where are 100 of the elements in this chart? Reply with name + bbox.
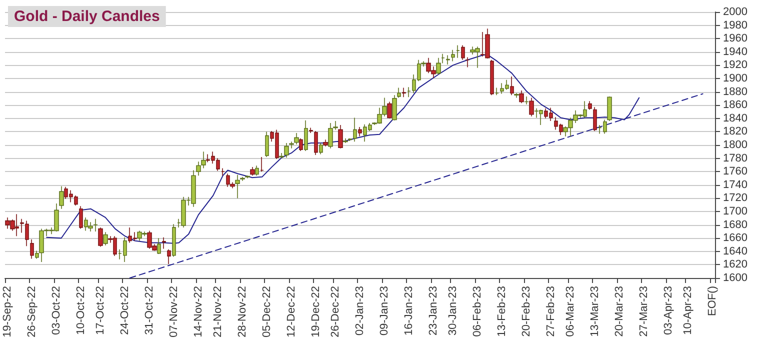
x-tick-label: 10-Apr-23 bbox=[682, 286, 694, 335]
candlestick bbox=[304, 120, 308, 152]
y-tick-label: 2000 bbox=[723, 6, 748, 18]
x-tick-label: 26-Sep-22 bbox=[26, 286, 38, 338]
candlestick bbox=[172, 224, 176, 258]
candlestick bbox=[607, 96, 612, 122]
y-tick-label: 1640 bbox=[723, 245, 748, 258]
x-tick-label: 03-Apr-23 bbox=[662, 286, 674, 335]
x-tick-label: 21-Nov-22 bbox=[212, 286, 224, 338]
candlestick bbox=[358, 126, 362, 137]
y-tick-label: 1860 bbox=[723, 99, 748, 112]
candlestick bbox=[167, 249, 171, 264]
candlestick bbox=[446, 54, 450, 65]
candlestick bbox=[260, 156, 264, 172]
candlestick bbox=[456, 44, 460, 58]
candlestick bbox=[314, 130, 318, 156]
x-tick-label: 17-Oct-22 bbox=[94, 286, 106, 335]
x-tick-label: 12-Dec-22 bbox=[285, 286, 298, 338]
candlestick bbox=[323, 139, 328, 147]
x-tick-label: 20-Mar-23 bbox=[614, 286, 626, 337]
candlestick bbox=[529, 97, 534, 117]
x-tick-label: 10-Oct-22 bbox=[74, 286, 87, 335]
candlestick bbox=[240, 176, 245, 182]
y-tick-label: 1620 bbox=[723, 258, 748, 271]
candlestick bbox=[93, 218, 98, 232]
candlestick bbox=[255, 165, 259, 176]
candlestick bbox=[294, 132, 299, 145]
candlestick bbox=[30, 239, 34, 260]
candlestick bbox=[451, 50, 455, 62]
candlestick bbox=[284, 142, 289, 158]
candlestick bbox=[490, 59, 494, 96]
candlestick bbox=[59, 186, 64, 210]
candlestick bbox=[338, 124, 343, 149]
y-tick-label: 1720 bbox=[723, 192, 748, 204]
candlestick bbox=[328, 122, 333, 149]
y-tick-label: 1760 bbox=[723, 166, 748, 178]
candlestick bbox=[593, 106, 597, 132]
candlestick bbox=[289, 141, 294, 149]
y-tick-label: 1800 bbox=[723, 139, 748, 151]
candlestick bbox=[245, 175, 250, 179]
x-tick-label: 26-Dec-22 bbox=[330, 286, 342, 338]
y-tick-label: 1980 bbox=[723, 19, 748, 32]
x-tick-label: 13-Feb-23 bbox=[496, 286, 508, 337]
candlestick bbox=[221, 168, 225, 176]
candlestick bbox=[162, 237, 166, 250]
candlestick bbox=[392, 94, 397, 121]
x-tick-label: 27-Mar-23 bbox=[638, 286, 650, 337]
candlestick bbox=[441, 53, 445, 64]
candlestick bbox=[333, 120, 338, 130]
candlestick bbox=[397, 87, 401, 98]
y-tick-label: 1840 bbox=[723, 112, 748, 124]
x-tick-label: 09-Jan-23 bbox=[378, 286, 390, 336]
candlestick bbox=[157, 238, 161, 254]
x-tick-label: 23-Jan-23 bbox=[427, 286, 440, 336]
x-tick-label: 27-Feb-23 bbox=[544, 286, 557, 337]
x-tick-label: 06-Feb-23 bbox=[472, 286, 484, 337]
candlestick bbox=[514, 92, 519, 98]
candlestick bbox=[402, 87, 406, 98]
x-tick-label: 05-Dec-22 bbox=[260, 286, 273, 338]
x-tick-label: 14-Nov-22 bbox=[192, 286, 204, 338]
candlestick bbox=[309, 127, 313, 134]
candlestick bbox=[465, 56, 470, 68]
x-tick-label: 19-Sep-22 bbox=[1, 286, 14, 338]
y-tick-label: 1880 bbox=[723, 86, 748, 98]
x-tick-label: 06-Mar-23 bbox=[564, 286, 577, 337]
y-tick-label: 1780 bbox=[723, 152, 748, 164]
x-tick-label: 28-Nov-22 bbox=[236, 286, 248, 338]
x-tick-label: EOF() bbox=[706, 286, 719, 316]
x-tick-label: 07-Nov-22 bbox=[168, 286, 180, 338]
y-tick-label: 1660 bbox=[723, 232, 748, 244]
y-tick-label: 1700 bbox=[723, 206, 748, 218]
candlestick bbox=[250, 166, 255, 176]
candlestick bbox=[461, 44, 465, 60]
x-tick-label: 16-Jan-23 bbox=[402, 286, 415, 336]
y-tick-label: 1600 bbox=[723, 272, 748, 284]
candlestick bbox=[387, 101, 392, 119]
y-tick-label: 1920 bbox=[723, 59, 748, 72]
x-tick-label: 03-Oct-22 bbox=[50, 286, 62, 335]
x-tick-label: 30-Jan-23 bbox=[447, 286, 460, 336]
candlestick bbox=[495, 87, 499, 96]
y-tick-label: 1940 bbox=[723, 46, 748, 58]
candlestick bbox=[510, 76, 514, 96]
candlestick bbox=[436, 57, 441, 75]
y-tick-label: 1740 bbox=[723, 178, 748, 191]
x-tick-label: 24-Oct-22 bbox=[118, 286, 131, 335]
y-tick-label: 1960 bbox=[723, 32, 748, 45]
candlestick bbox=[265, 131, 269, 158]
chart-title: Gold - Daily Candles bbox=[14, 8, 160, 25]
candlestick bbox=[235, 174, 240, 199]
x-tick-label: 31-Oct-22 bbox=[143, 286, 156, 335]
candlestick bbox=[79, 206, 83, 230]
candlestick bbox=[319, 142, 323, 155]
y-tick-label: 1680 bbox=[723, 218, 748, 231]
x-tick-label: 13-Mar-23 bbox=[589, 286, 602, 337]
candlestick bbox=[588, 100, 592, 110]
candlestick bbox=[98, 227, 103, 248]
x-tick-label: 19-Dec-22 bbox=[310, 286, 322, 338]
candlestick bbox=[343, 138, 348, 144]
x-tick-label: 02-Jan-23 bbox=[354, 286, 366, 336]
y-tick-label: 1820 bbox=[723, 126, 748, 138]
